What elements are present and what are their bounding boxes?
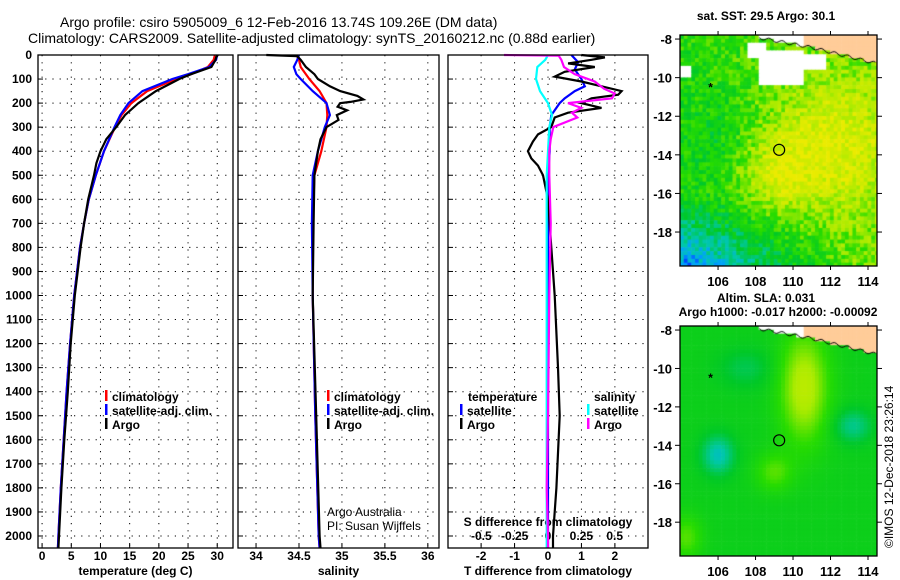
x-tick-label: -2	[476, 549, 487, 563]
plot-frame	[37, 54, 234, 549]
legend-label-climatology: climatology	[112, 390, 179, 404]
legend-label-sal-satellite: satellite	[594, 404, 639, 418]
x-axis-label: T difference from climatology	[464, 564, 632, 578]
x-tick-label: 34.5	[287, 549, 311, 563]
x-tick-label: 35	[335, 549, 349, 563]
temperature-panel: 0100200300400500600700800900100011001200…	[5, 48, 234, 578]
x-tick-label: 20	[152, 549, 166, 563]
depth-tick-label: 0	[25, 48, 32, 62]
sla-map-subtitle: Argo h1000: -0.017 h2000: -0.00092	[679, 305, 878, 319]
timestamp: ©IMOS 12-Dec-2018 23:26:14	[882, 385, 896, 548]
difference-legend: temperature satellite Argo salinity sate…	[460, 390, 639, 432]
sla-map-title: Altim. SLA: 0.031	[717, 291, 815, 305]
legend-label-temp-argo: Argo	[467, 418, 495, 432]
legend-label-satellite: satellite-adj. clim.	[112, 404, 212, 418]
legend-swatch-climatology	[327, 390, 330, 401]
legend-swatch-satellite	[105, 404, 108, 415]
x2-tick-label: 0.25	[570, 529, 594, 543]
depth-tick-label: 2000	[5, 529, 32, 543]
temperature-legend: climatology satellite-adj. clim. Argo	[105, 390, 212, 432]
sst-map-title: sat. SST: 29.5 Argo: 30.1	[697, 9, 836, 23]
x-tick-label: 15	[123, 549, 137, 563]
x2-tick-label: 0.5	[606, 529, 623, 543]
legend-swatch-temp-argo	[460, 418, 463, 429]
x-axis-label: salinity	[318, 564, 360, 578]
legend-label-climatology: climatology	[334, 390, 401, 404]
depth-tick-label: 400	[12, 144, 32, 158]
sst-map-image	[680, 35, 877, 266]
x-tick-label: 10	[94, 549, 108, 563]
legend-label-sal-argo: Argo	[594, 418, 622, 432]
depth-tick-label: 800	[12, 240, 32, 254]
legend-heading-salinity: salinity	[594, 390, 636, 404]
depth-tick-label: 1300	[5, 361, 32, 375]
legend-swatch-temp-satellite	[460, 404, 463, 415]
credit-line2: PI: Susan Wijffels	[327, 519, 421, 533]
depth-tick-label: 1000	[5, 289, 32, 303]
sla-map-image	[680, 326, 877, 556]
series-line-salinity-satellite	[534, 54, 554, 548]
depth-tick-label: 200	[12, 96, 32, 110]
depth-tick-label: 300	[12, 120, 32, 134]
series-line-argo	[57, 54, 219, 549]
legend-swatch-sal-satellite	[587, 404, 590, 415]
x-tick-label: 25	[181, 549, 195, 563]
x-tick-label: 0	[545, 549, 552, 563]
legend-label-argo: Argo	[334, 418, 362, 432]
legend-swatch-climatology	[105, 390, 108, 401]
salinity-legend: climatology satellite-adj. clim. Argo	[327, 390, 434, 432]
x-axis-label: temperature (deg C)	[78, 564, 192, 578]
x2-tick-label: -0.25	[501, 529, 529, 543]
depth-tick-label: 1900	[5, 505, 32, 519]
legend-swatch-argo	[105, 418, 108, 429]
x-tick-label: 30	[211, 549, 225, 563]
legend-label-satellite: satellite-adj. clim.	[334, 404, 434, 418]
depth-tick-label: 600	[12, 192, 32, 206]
legend-swatch-sal-argo	[587, 418, 590, 429]
depth-tick-label: 700	[12, 216, 32, 230]
x-tick-label: -1	[509, 549, 520, 563]
depth-tick-label: 1100	[6, 313, 32, 327]
difference-panel: -2 -1 0 1 2-0.5 -0.25 0 0.25 0.5S difference fro…	[447, 53, 649, 578]
legend-swatch-argo	[327, 418, 330, 429]
plot-frame	[237, 54, 440, 549]
x-tick-label: 0	[39, 549, 46, 563]
x-tick-label: 1	[578, 549, 585, 563]
depth-tick-label: 100	[12, 72, 32, 86]
x2-tick-label: -0.5	[471, 529, 492, 543]
figure-title-line2: Climatology: CARS2009. Satellite-adjuste…	[28, 30, 595, 46]
legend-heading-temperature: temperature	[468, 390, 538, 404]
series-line-argo	[266, 53, 367, 549]
legend-label-temp-satellite: satellite	[467, 404, 512, 418]
legend-label-argo: Argo	[112, 418, 140, 432]
credit-line1: Argo Australia	[327, 505, 402, 519]
depth-tick-label: 1700	[5, 457, 32, 471]
depth-tick-label: 1500	[5, 409, 32, 423]
depth-tick-label: 1200	[5, 337, 32, 351]
salinity-panel: 34 34.5 35 35.5 36 salinity	[237, 53, 440, 578]
x-tick-label: 2	[612, 549, 619, 563]
legend-swatch-satellite	[327, 404, 330, 415]
series-line-salinity-argo	[503, 53, 617, 548]
depth-tick-label: 500	[12, 168, 32, 182]
figure-title-line1: Argo profile: csiro 5905009_6 12-Feb-201…	[60, 14, 497, 30]
series-line-climatology	[56, 54, 216, 549]
plot-frame	[447, 54, 649, 549]
x-tick-label: 36	[421, 549, 435, 563]
depth-tick-label: 1400	[5, 385, 32, 399]
profile-panels: 0100200300400500600700800900100011001200…	[5, 48, 649, 578]
x-tick-label: 35.5	[373, 549, 397, 563]
x-tick-label: 5	[68, 549, 75, 563]
series-line-satellite-adj-clim-	[56, 54, 219, 549]
depth-tick-label: 1800	[5, 481, 32, 495]
depth-tick-label: 900	[12, 264, 32, 278]
series-line-temperature-argo	[526, 53, 624, 548]
depth-tick-label: 1600	[5, 433, 32, 447]
x-tick-label: 34	[249, 549, 263, 563]
